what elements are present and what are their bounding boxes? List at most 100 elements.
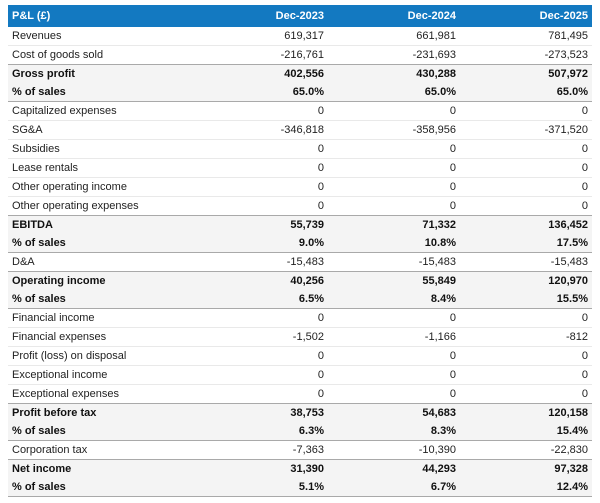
row-value: 0 <box>460 365 592 385</box>
row-value: 0 <box>460 196 592 216</box>
row-label: % of sales <box>8 234 196 253</box>
row-value: 507,972 <box>460 64 592 83</box>
table-row: Financial income 0 0 0 <box>8 308 592 328</box>
row-value: 8.4% <box>328 290 460 309</box>
column-header-dec-2023: Dec-2023 <box>196 5 328 27</box>
row-value: 0 <box>196 384 328 404</box>
row-label: Profit before tax <box>8 403 196 422</box>
row-value: 0 <box>328 384 460 404</box>
row-label: Gross profit <box>8 64 196 83</box>
row-label: Lease rentals <box>8 158 196 178</box>
row-value: 0 <box>196 365 328 385</box>
row-value: 65.0% <box>328 83 460 102</box>
row-value: -371,520 <box>460 120 592 140</box>
table-row: Other operating income 0 0 0 <box>8 177 592 197</box>
row-value: 0 <box>460 308 592 328</box>
table-row: Exceptional income 0 0 0 <box>8 365 592 385</box>
table-row: Cost of goods sold -216,761 -231,693 -273,5… <box>8 45 592 65</box>
row-value: -1,502 <box>196 327 328 347</box>
table-row: % of sales 5.1% 6.7% 12.4% <box>8 478 592 497</box>
row-value: 120,970 <box>460 271 592 290</box>
row-value: 661,981 <box>416 30 456 42</box>
pl-statement: P&L (£) Dec-2023 Dec-2024 Dec-2025 Reven… <box>8 5 592 497</box>
table-row: Capitalized expenses 0 0 0 <box>8 101 592 121</box>
row-label: Financial income <box>8 308 196 328</box>
table-header-row: P&L (£) Dec-2023 Dec-2024 Dec-2025 <box>8 5 592 27</box>
row-value: 0 <box>328 346 460 366</box>
row-value: 0 <box>196 177 328 197</box>
row-value: 0 <box>328 365 460 385</box>
table-row: Exceptional expenses 0 0 0 <box>8 384 592 404</box>
row-value: 0 <box>328 196 460 216</box>
row-value: 40,256 <box>196 271 328 290</box>
row-value: 0 <box>196 139 328 159</box>
row-value: 17.5% <box>460 234 592 253</box>
row-label: % of sales <box>8 290 196 309</box>
row-value: -231,693 <box>328 45 460 65</box>
row-label: Other operating income <box>8 177 196 197</box>
row-label: Subsidies <box>8 139 196 159</box>
row-value: 0 <box>460 384 592 404</box>
row-value: 71,332 <box>328 215 460 234</box>
pl-table-body: Revenues 619,317 661,981 781,495 Cost of goo… <box>8 27 592 497</box>
table-row: % of sales 6.5% 8.4% 15.5% <box>8 290 592 309</box>
row-value: 15.5% <box>460 290 592 309</box>
row-value: -22,830 <box>460 440 592 460</box>
row-value: 8.3% <box>328 422 460 441</box>
row-value: 5.1% <box>196 478 328 497</box>
row-value: 402,556 <box>196 64 328 83</box>
table-row: Gross profit 402,556 430,288 507,972 <box>8 64 592 83</box>
row-value: 781,495 <box>548 30 588 42</box>
row-value: -15,483 <box>196 252 328 272</box>
row-value: -358,956 <box>328 120 460 140</box>
row-label: % of sales <box>8 478 196 497</box>
column-header-dec-2025: Dec-2025 <box>460 5 592 27</box>
row-value: 0 <box>196 101 328 121</box>
row-value: 65.0% <box>460 83 592 102</box>
row-value: 0 <box>460 139 592 159</box>
table-row: Revenues 619,317 661,981 781,495 <box>8 27 592 46</box>
row-value: 31,390 <box>196 459 328 478</box>
row-value: 0 <box>196 196 328 216</box>
row-value: 44,293 <box>328 459 460 478</box>
row-value: 120,158 <box>460 403 592 422</box>
row-value: 0 <box>196 346 328 366</box>
row-value: 0 <box>328 308 460 328</box>
table-row: SG&A -346,818 -358,956 -371,520 <box>8 120 592 140</box>
row-label: % of sales <box>8 83 196 102</box>
row-value: 15.4% <box>460 422 592 441</box>
table-row: Profit (loss) on disposal 0 0 0 <box>8 346 592 366</box>
table-row: Corporation tax -7,363 -10,390 -22,830 <box>8 440 592 460</box>
row-value: -216,761 <box>196 45 328 65</box>
row-value: 0 <box>328 101 460 121</box>
column-header-dec-2024: Dec-2024 <box>328 5 460 27</box>
row-value: -273,523 <box>460 45 592 65</box>
row-value: 38,753 <box>196 403 328 422</box>
row-value: 55,739 <box>196 215 328 234</box>
row-label: Other operating expenses <box>8 196 196 216</box>
row-value: -346,818 <box>196 120 328 140</box>
row-label: Corporation tax <box>8 440 196 460</box>
row-label: Net income <box>8 459 196 478</box>
table-row: Other operating expenses 0 0 0 <box>8 196 592 216</box>
table-row: % of sales 9.0% 10.8% 17.5% <box>8 234 592 253</box>
row-label: EBITDA <box>8 215 196 234</box>
row-label: Profit (loss) on disposal <box>8 346 196 366</box>
row-value: 430,288 <box>328 64 460 83</box>
table-row: Operating income 40,256 55,849 120,970 <box>8 271 592 290</box>
row-value: 54,683 <box>328 403 460 422</box>
table-row: Subsidies 0 0 0 <box>8 139 592 159</box>
row-label: D&A <box>8 252 196 272</box>
row-label: SG&A <box>8 120 196 140</box>
row-value: 12.4% <box>460 478 592 497</box>
row-label: Capitalized expenses <box>8 101 196 121</box>
row-value: 0 <box>460 177 592 197</box>
row-value: 136,452 <box>460 215 592 234</box>
row-value: 65.0% <box>196 83 328 102</box>
row-label: % of sales <box>8 422 196 441</box>
row-value: 0 <box>196 308 328 328</box>
row-value: 10.8% <box>328 234 460 253</box>
row-value: -15,483 <box>460 252 592 272</box>
row-label: Financial expenses <box>8 327 196 347</box>
table-row: Profit before tax 38,753 54,683 120,158 <box>8 403 592 422</box>
